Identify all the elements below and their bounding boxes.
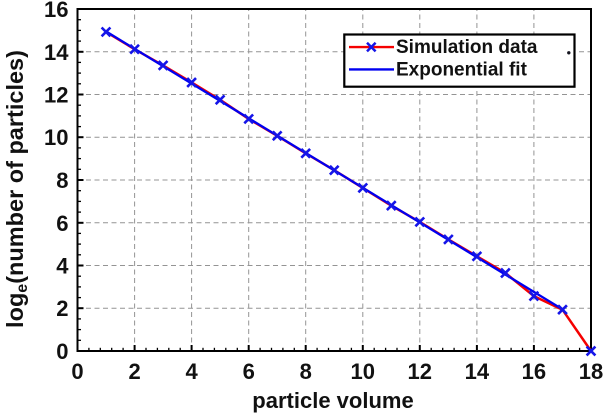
svg-text:particle volume: particle volume bbox=[252, 388, 413, 413]
svg-text:8: 8 bbox=[56, 168, 68, 193]
svg-text:Exponential fit: Exponential fit bbox=[396, 60, 528, 81]
svg-text:loge(number of particles): loge(number of particles) bbox=[2, 50, 31, 328]
svg-text:12: 12 bbox=[44, 83, 68, 108]
svg-text:2: 2 bbox=[128, 359, 140, 384]
svg-text:12: 12 bbox=[408, 359, 432, 384]
svg-text:6: 6 bbox=[56, 211, 68, 236]
svg-text:8: 8 bbox=[300, 359, 312, 384]
svg-text:4: 4 bbox=[185, 359, 198, 384]
svg-text:16: 16 bbox=[44, 0, 68, 22]
svg-text:10: 10 bbox=[44, 125, 68, 150]
svg-text:0: 0 bbox=[56, 339, 68, 364]
svg-text:14: 14 bbox=[44, 40, 69, 65]
svg-text:0: 0 bbox=[71, 359, 83, 384]
svg-text:Simulation data: Simulation data bbox=[396, 37, 538, 58]
svg-text:10: 10 bbox=[351, 359, 375, 384]
svg-text:6: 6 bbox=[243, 359, 255, 384]
svg-text:14: 14 bbox=[465, 359, 490, 384]
svg-text:18: 18 bbox=[579, 359, 603, 384]
svg-text:16: 16 bbox=[522, 359, 546, 384]
svg-text:2: 2 bbox=[56, 296, 68, 321]
svg-text:4: 4 bbox=[56, 254, 69, 279]
